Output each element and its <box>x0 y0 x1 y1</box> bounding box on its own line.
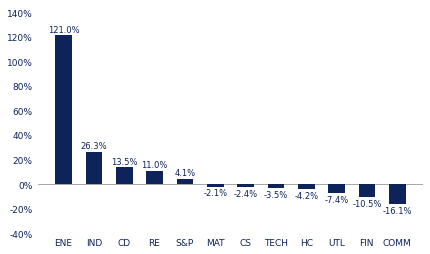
Bar <box>86 152 102 184</box>
Text: -2.1%: -2.1% <box>203 189 227 198</box>
Text: 26.3%: 26.3% <box>80 141 107 150</box>
Text: 13.5%: 13.5% <box>111 157 138 166</box>
Bar <box>237 184 254 187</box>
Bar <box>177 179 193 184</box>
Bar <box>207 184 224 187</box>
Text: -7.4%: -7.4% <box>324 195 349 204</box>
Bar <box>55 36 72 184</box>
Bar <box>267 184 284 189</box>
Text: -4.2%: -4.2% <box>294 191 318 200</box>
Bar <box>389 184 405 204</box>
Bar <box>359 184 375 197</box>
Text: 121.0%: 121.0% <box>48 25 80 35</box>
Text: -3.5%: -3.5% <box>264 190 288 199</box>
Bar <box>298 184 314 189</box>
Text: 11.0%: 11.0% <box>141 160 168 169</box>
Bar <box>146 171 163 184</box>
Text: 4.1%: 4.1% <box>174 168 195 178</box>
Bar <box>116 168 132 184</box>
Text: -2.4%: -2.4% <box>233 189 258 198</box>
Text: -10.5%: -10.5% <box>352 199 381 208</box>
Text: -16.1%: -16.1% <box>382 206 412 215</box>
Bar <box>328 184 345 193</box>
